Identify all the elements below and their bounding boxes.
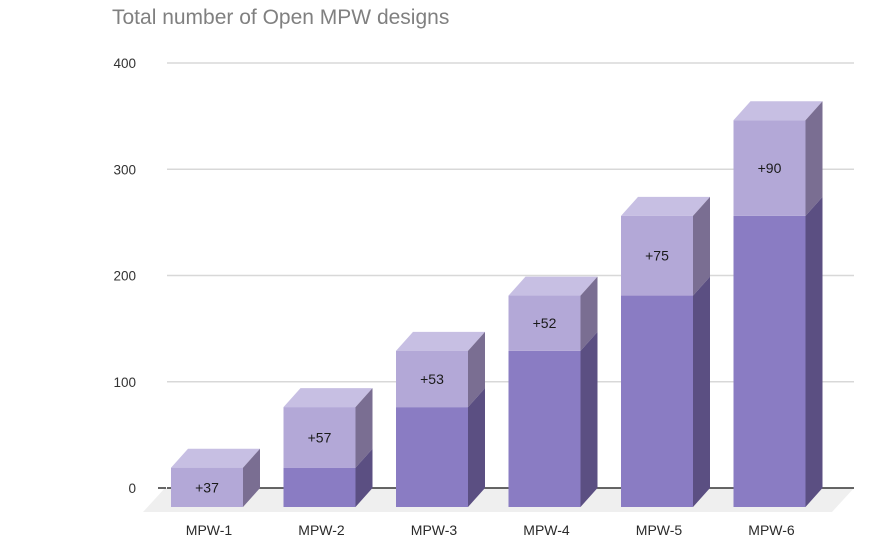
x-axis-label: MPW-4 [523,522,570,538]
bar-front-face-dark [621,295,693,507]
bar-front-face-light [621,215,693,296]
bar-value-label: +57 [308,429,332,445]
chart-title: Total number of Open MPW designs [112,6,450,29]
x-axis-label: MPW-6 [748,522,795,538]
bar-front-face-light [171,467,243,507]
x-axis-label: MPW-5 [636,522,683,538]
x-axis-label: MPW-2 [298,522,345,538]
bar-value-label: +52 [533,315,557,331]
bar-front-face-light [283,407,356,468]
bar-value-label: +75 [645,248,669,264]
bar-front-face-dark [396,407,468,507]
bar-top-face [171,448,260,468]
bar-top-face [396,331,485,351]
bar-side-face-dark [805,196,823,507]
bar-front-face-light [508,295,581,351]
bar-top-face [508,276,598,296]
bar-top-face [283,388,373,408]
bar-front-face-light [733,120,806,216]
bar-value-label: +37 [195,479,219,495]
bar-side-face-dark [693,276,710,507]
bar-side-face-light [468,331,485,408]
bar-side-face-light [693,196,710,296]
bar-side-face-dark [580,331,598,507]
bar-top-face [733,101,823,121]
bar-value-label: +53 [420,371,444,387]
bar-side-face-light [355,388,373,468]
y-tick-label: 100 [113,375,136,390]
bar-top-face [621,196,710,216]
y-tick-label: 0 [128,481,136,496]
y-tick-label: 200 [113,269,136,284]
bar-side-face-light [243,448,260,507]
bar-front-face-dark [283,467,356,507]
bar-front-face-dark [508,350,581,507]
bar-side-face-dark [468,388,485,507]
x-axis-label: MPW-3 [411,522,458,538]
bar-side-face-light [580,276,598,351]
x-axis-label: MPW-1 [186,522,233,538]
bar-value-label: +90 [758,160,782,176]
bar-front-face-dark [733,215,806,507]
y-tick-label: 300 [113,162,136,177]
bar-side-face-light [805,101,823,216]
bar-front-face-light [396,350,468,408]
y-tick-label: 400 [113,56,136,71]
bar-side-face-dark [355,448,373,507]
